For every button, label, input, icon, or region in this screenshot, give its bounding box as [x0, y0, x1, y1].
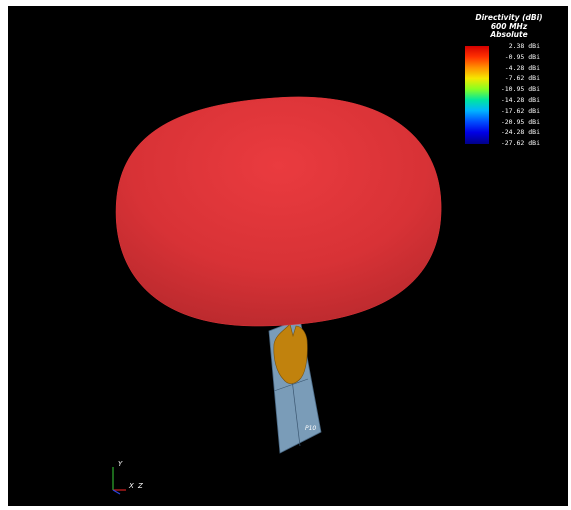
radiation-pattern-lobe[interactable]: [115, 96, 442, 327]
legend-tick: -20.95 dBi: [500, 117, 540, 126]
x-axis-label: X: [129, 482, 134, 490]
legend-tick-labels: 2.38 dBi -0.95 dBi -4.28 dBi -7.62 dBi -…: [492, 42, 562, 152]
legend-tick: -24.28 dBi: [500, 128, 540, 137]
legend-title: Directivity (dBi) 600 MHz Absolute: [463, 13, 555, 40]
legend-tick: -17.62 dBi: [500, 106, 540, 115]
legend-tick: -0.95 dBi: [504, 52, 540, 61]
3d-viewport[interactable]: Directivity (dBi) 600 MHz Absolute 2.38 …: [8, 6, 568, 506]
legend-tick: 2.38 dBi: [508, 42, 540, 50]
antenna-gap-line: [273, 378, 309, 392]
scene-canvas[interactable]: [8, 6, 568, 506]
port-label: P10: [305, 425, 317, 432]
legend-quantity: Directivity (dBi): [475, 13, 543, 22]
legend-tick: -14.28 dBi: [500, 96, 540, 104]
legend-colorbar: [465, 46, 489, 144]
legend-tick: -27.62 dBi: [500, 139, 540, 148]
legend-tick: -7.62 dBi: [504, 74, 540, 83]
legend-tick: -4.28 dBi: [504, 63, 540, 72]
legend-mode: Absolute: [490, 30, 528, 39]
y-axis-label: Y: [118, 460, 123, 468]
legend-tick: -10.95 dBi: [500, 85, 540, 94]
z-axis-line: [112, 489, 121, 495]
z-axis-label: Z: [138, 482, 143, 490]
axis-triad: [112, 467, 126, 495]
antenna-model[interactable]: [268, 318, 322, 454]
antenna-radiator-patch: [273, 323, 308, 384]
legend-frequency: 600 MHz: [490, 21, 528, 31]
colorbar-gradient: [465, 46, 489, 144]
